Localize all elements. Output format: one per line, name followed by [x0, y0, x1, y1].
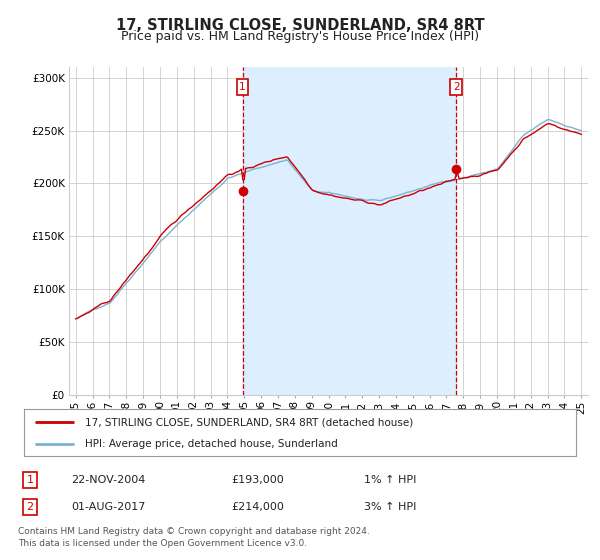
- Text: 2: 2: [26, 502, 34, 512]
- Text: HPI: Average price, detached house, Sunderland: HPI: Average price, detached house, Sund…: [85, 439, 337, 449]
- Text: 17, STIRLING CLOSE, SUNDERLAND, SR4 8RT (detached house): 17, STIRLING CLOSE, SUNDERLAND, SR4 8RT …: [85, 417, 413, 427]
- Text: 1: 1: [26, 475, 34, 485]
- Text: Contains HM Land Registry data © Crown copyright and database right 2024.
This d: Contains HM Land Registry data © Crown c…: [18, 527, 370, 548]
- Text: 1: 1: [239, 82, 246, 92]
- Text: 22-NOV-2004: 22-NOV-2004: [71, 475, 145, 485]
- Text: £193,000: £193,000: [232, 475, 284, 485]
- Text: 01-AUG-2017: 01-AUG-2017: [71, 502, 145, 512]
- Text: Price paid vs. HM Land Registry's House Price Index (HPI): Price paid vs. HM Land Registry's House …: [121, 30, 479, 43]
- Text: 17, STIRLING CLOSE, SUNDERLAND, SR4 8RT: 17, STIRLING CLOSE, SUNDERLAND, SR4 8RT: [116, 18, 484, 33]
- Text: 3% ↑ HPI: 3% ↑ HPI: [364, 502, 416, 512]
- Bar: [242, 67, 456, 395]
- Text: £214,000: £214,000: [232, 502, 284, 512]
- Text: 2: 2: [453, 82, 460, 92]
- Text: 1% ↑ HPI: 1% ↑ HPI: [364, 475, 416, 485]
